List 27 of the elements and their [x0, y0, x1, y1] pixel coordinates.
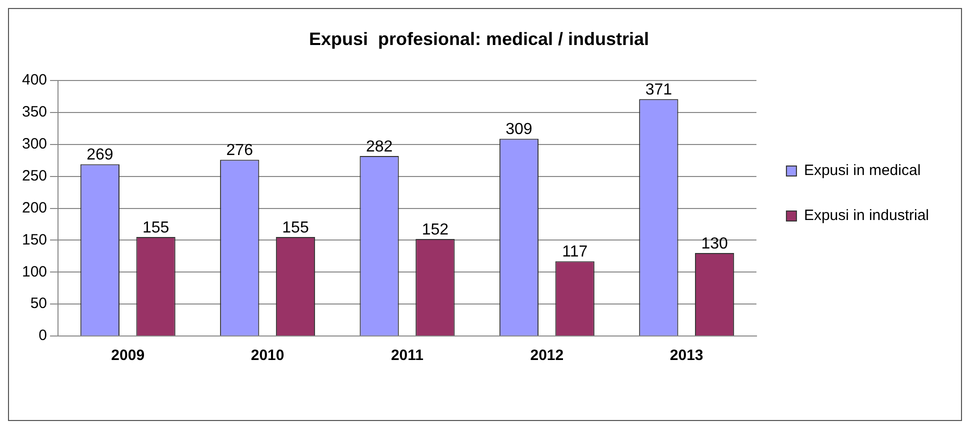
- data-label: 130: [701, 235, 728, 252]
- x-tick-label: 2012: [530, 347, 564, 364]
- data-label: 117: [562, 244, 588, 261]
- y-tick-label: 400: [22, 72, 48, 89]
- data-label: 371: [645, 82, 672, 99]
- data-label: 309: [506, 121, 532, 138]
- x-tick-label: 2009: [111, 347, 145, 364]
- y-tick-label: 0: [38, 327, 48, 344]
- y-tick-label: 250: [22, 168, 48, 185]
- y-tick-label: 150: [22, 231, 48, 248]
- data-label: 269: [86, 146, 114, 164]
- data-label: 282: [366, 138, 393, 156]
- x-tick-label: 2010: [250, 347, 284, 364]
- x-tick-label: 2013: [670, 347, 704, 364]
- y-tick-label: 100: [22, 263, 48, 280]
- data-label: 155: [142, 219, 170, 236]
- x-tick-label: 2011: [390, 347, 424, 364]
- data-label: 152: [422, 221, 449, 238]
- legend-label: Expusi in medical: [804, 162, 921, 180]
- data-label: 276: [226, 142, 254, 160]
- chart-title: Expusi profesional: medical / industrial: [308, 28, 650, 49]
- y-tick-label: 300: [22, 136, 48, 153]
- legend-label: Expusi in industrial: [804, 207, 929, 224]
- y-tick-label: 350: [22, 104, 48, 121]
- y-tick-label: 50: [30, 295, 48, 312]
- data-label: 155: [282, 219, 309, 236]
- y-tick-label: 200: [22, 199, 48, 216]
